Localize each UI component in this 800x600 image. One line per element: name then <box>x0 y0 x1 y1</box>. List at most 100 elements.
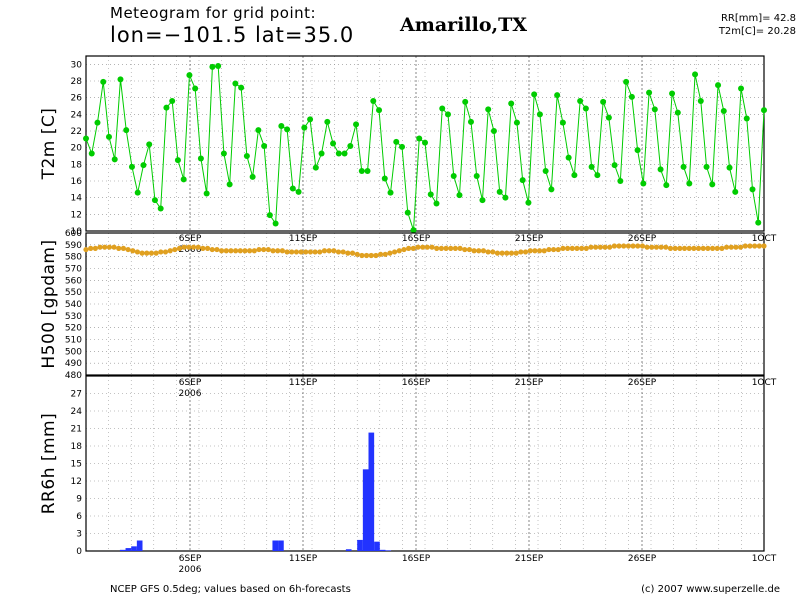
y-tick-label: 0 <box>76 547 82 557</box>
temperature-point <box>433 200 440 207</box>
geopotential-point <box>256 246 262 253</box>
temperature-point <box>617 178 624 184</box>
temperature-point <box>186 72 193 79</box>
temperature-point <box>134 189 141 196</box>
y-tick-label: 24 <box>71 407 83 417</box>
geopotential-point <box>186 244 192 250</box>
temperature-point <box>88 150 95 157</box>
geopotential-point <box>607 244 613 250</box>
x-tick-label: 11SEP <box>289 378 318 388</box>
temperature-point <box>358 168 365 174</box>
temperature-point <box>444 111 451 118</box>
x-tick-label: 1OCT <box>752 554 777 564</box>
y-tick-label: 30 <box>71 60 83 70</box>
temperature-point <box>100 78 107 85</box>
temperature-point <box>686 180 693 187</box>
geopotential-point <box>738 244 744 250</box>
panel-frame <box>85 375 765 552</box>
geopotential-point <box>125 246 131 253</box>
temperature-point <box>266 212 273 219</box>
location-name: Amarillo,TX <box>400 14 527 36</box>
temperature-point <box>347 143 354 149</box>
geopotential-point <box>92 245 98 251</box>
y-tick-label: 550 <box>65 288 82 298</box>
temperature-point <box>732 188 739 195</box>
x-tick-label: 16SEP <box>402 554 431 564</box>
temperature-point <box>83 135 89 142</box>
temperature-point <box>594 172 601 179</box>
geopotential-point <box>621 243 627 249</box>
y-axis-label: T2m [C] <box>39 108 59 181</box>
geopotential-point <box>761 243 767 249</box>
geopotential-point <box>574 245 580 251</box>
geopotential-point <box>387 250 393 256</box>
geopotential-point <box>153 250 159 256</box>
temperature-point <box>393 138 400 145</box>
geopotential-point <box>321 248 328 254</box>
geopotential-point <box>106 244 112 250</box>
y-tick-label: 3 <box>76 530 82 540</box>
geopotential-point <box>345 250 351 256</box>
geopotential-point <box>233 248 239 254</box>
temperature-point <box>192 85 199 92</box>
temperature-point <box>427 191 434 198</box>
geopotential-point <box>527 248 533 254</box>
temperature-point <box>571 172 578 179</box>
copyright-note: (c) 2007 www.superzelle.de <box>641 584 780 595</box>
temperature-point <box>680 163 687 170</box>
temperature-point <box>111 156 118 163</box>
temperature-point <box>582 105 589 112</box>
y-tick-label: 6 <box>76 512 82 522</box>
temperature-point <box>151 197 158 204</box>
temperature-point <box>370 98 377 104</box>
y-tick-label: 28 <box>71 77 83 87</box>
temperature-point <box>330 140 337 147</box>
geopotential-point <box>644 244 650 250</box>
temperature-point <box>738 85 745 92</box>
temperature-point <box>238 84 245 91</box>
geopotential-point <box>303 249 309 255</box>
temperature-point <box>289 185 296 192</box>
temperature-point <box>525 199 532 206</box>
geopotential-point <box>88 245 94 251</box>
temperature-mean: T2m[C]= 20.28 <box>718 26 796 37</box>
temperature-point <box>284 126 291 133</box>
geopotential-point <box>635 243 641 249</box>
temperature-point <box>117 76 124 83</box>
header: Meteogram for grid point: lon=−101.5 lat… <box>110 4 354 47</box>
geopotential-point <box>560 245 566 251</box>
temperature-point <box>410 227 417 234</box>
temperature-point <box>301 124 308 131</box>
geopotential-point <box>490 249 496 255</box>
geopotential-point <box>471 248 477 254</box>
geopotential-point <box>658 244 664 250</box>
temperature-point <box>353 121 360 128</box>
precipitation-bar <box>272 540 279 551</box>
geopotential-point <box>588 244 594 250</box>
y-tick-label: 480 <box>65 371 82 381</box>
x-tick-label: 21SEP <box>515 378 544 388</box>
temperature-point <box>726 164 733 171</box>
temperature-point <box>128 163 135 170</box>
temperature-point <box>548 186 555 193</box>
y-tick-label: 22 <box>71 127 82 137</box>
y-tick-label: 10 <box>71 227 83 237</box>
geopotential-point <box>261 246 267 253</box>
geopotential-point <box>293 249 300 255</box>
geopotential-point <box>176 245 183 251</box>
geopotential-point <box>434 245 440 251</box>
geopotential-point <box>438 245 444 251</box>
geopotential-point <box>579 245 585 251</box>
geopotential-point <box>733 244 739 250</box>
geopotential-point <box>700 245 706 251</box>
geopotential-point <box>162 249 169 255</box>
geopotential-point <box>251 248 257 254</box>
temperature-point <box>197 155 204 162</box>
geopotential-point <box>518 249 524 255</box>
geopotential-point <box>747 243 753 249</box>
y-tick-label: 16 <box>71 177 83 187</box>
geopotential-point <box>415 244 421 250</box>
y-tick-label: 27 <box>71 390 82 400</box>
temperature-point <box>663 182 670 189</box>
temperature-point <box>439 105 446 112</box>
